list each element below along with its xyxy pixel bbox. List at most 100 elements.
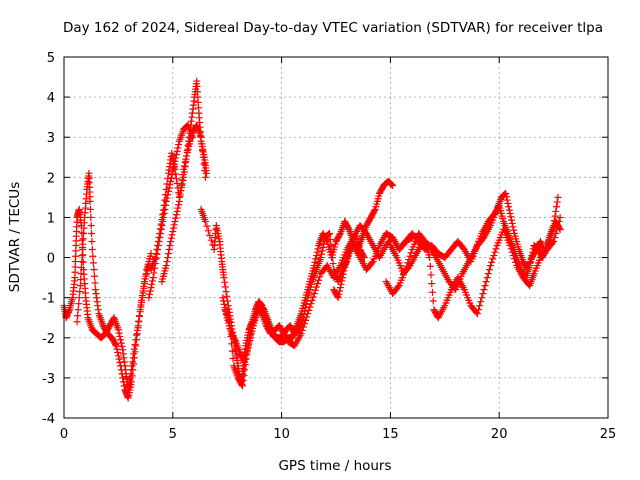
axis-ticks: 0 5 10 15 20 25 -4 -3 -2 -1 0 1 2 3 4 5: [42, 51, 616, 442]
data-point: [115, 355, 123, 363]
data-point: [172, 211, 180, 219]
data-point: [170, 221, 178, 229]
x-tick-label: 15: [382, 427, 399, 442]
data-point: [238, 382, 246, 390]
data-point: [368, 259, 376, 267]
series-trace-b: [73, 169, 153, 402]
data-point: [405, 256, 413, 264]
data-point: [303, 297, 311, 305]
data-point: [328, 254, 336, 262]
plot-frame: [63, 56, 609, 419]
data-point: [508, 216, 516, 224]
series-trace-h: [221, 229, 368, 390]
data-point: [118, 342, 126, 350]
data-point: [476, 302, 484, 310]
data-point: [173, 207, 181, 215]
data-point: [145, 294, 153, 302]
data-point: [130, 360, 138, 368]
data-point: [505, 203, 513, 211]
y-tick-label: 5: [47, 51, 55, 66]
data-point: [180, 165, 188, 173]
data-point: [339, 270, 347, 278]
data-point: [152, 255, 160, 263]
data-point: [163, 258, 171, 266]
data-point: [89, 259, 97, 267]
data-point: [156, 229, 164, 237]
data-point: [88, 246, 96, 254]
data-point: [337, 280, 345, 288]
data-point: [86, 197, 94, 205]
data-point: [160, 209, 168, 217]
data-point: [428, 280, 436, 288]
data-point: [74, 312, 82, 320]
data-point: [159, 213, 167, 221]
data-point: [506, 209, 514, 217]
data-point: [229, 355, 237, 363]
data-point: [508, 248, 516, 256]
data-point: [181, 159, 189, 167]
data-point: [427, 271, 435, 279]
data-point: [307, 300, 315, 308]
data-point: [475, 306, 483, 314]
data-point: [311, 286, 319, 294]
data-point: [326, 236, 334, 244]
data-point: [128, 372, 136, 380]
data-point: [241, 366, 249, 374]
data-point: [119, 374, 127, 382]
data-point: [117, 366, 125, 374]
data-point: [420, 236, 428, 244]
data-point: [162, 262, 170, 270]
data-point: [242, 355, 250, 363]
y-tick-label: -3: [42, 372, 55, 387]
data-point: [509, 223, 517, 231]
data-point: [528, 252, 536, 260]
data-points: [60, 77, 564, 402]
data-point: [526, 262, 534, 270]
data-point: [480, 286, 488, 294]
data-point: [77, 264, 85, 272]
chart-title: Day 162 of 2024, Sidereal Day-to-day VTE…: [63, 20, 603, 36]
data-point: [220, 274, 228, 282]
data-point: [341, 264, 349, 272]
data-point: [88, 238, 96, 246]
data-point: [130, 354, 138, 362]
data-point: [302, 300, 310, 308]
data-point: [87, 221, 95, 229]
data-point: [176, 192, 184, 200]
data-point: [116, 332, 124, 340]
data-point: [553, 198, 561, 206]
data-point: [151, 260, 159, 268]
data-point: [508, 219, 516, 227]
data-point: [336, 284, 344, 292]
data-point: [91, 279, 99, 287]
data-point: [162, 201, 170, 209]
data-point: [154, 242, 162, 250]
data-point: [131, 348, 139, 356]
data-point: [319, 244, 327, 252]
data-point: [502, 189, 510, 197]
data-point: [246, 336, 254, 344]
data-point: [157, 225, 165, 233]
data-point: [183, 149, 191, 157]
data-point: [149, 274, 157, 282]
data-point: [244, 346, 252, 354]
data-point: [426, 254, 434, 262]
data-point: [183, 152, 191, 160]
data-point: [407, 249, 415, 257]
data-point: [165, 184, 173, 192]
data-point: [314, 280, 322, 288]
data-point: [550, 238, 558, 246]
data-point: [225, 318, 233, 326]
y-tick-label: -4: [42, 412, 55, 427]
data-point: [507, 245, 515, 253]
data-point: [167, 177, 175, 185]
data-point: [159, 206, 167, 214]
data-point: [339, 274, 347, 282]
data-point: [312, 252, 320, 260]
data-point: [173, 147, 181, 155]
data-point: [310, 290, 318, 298]
data-point: [111, 340, 119, 348]
data-point: [151, 264, 159, 272]
data-point: [228, 347, 236, 355]
x-tick-label: 25: [600, 427, 617, 442]
